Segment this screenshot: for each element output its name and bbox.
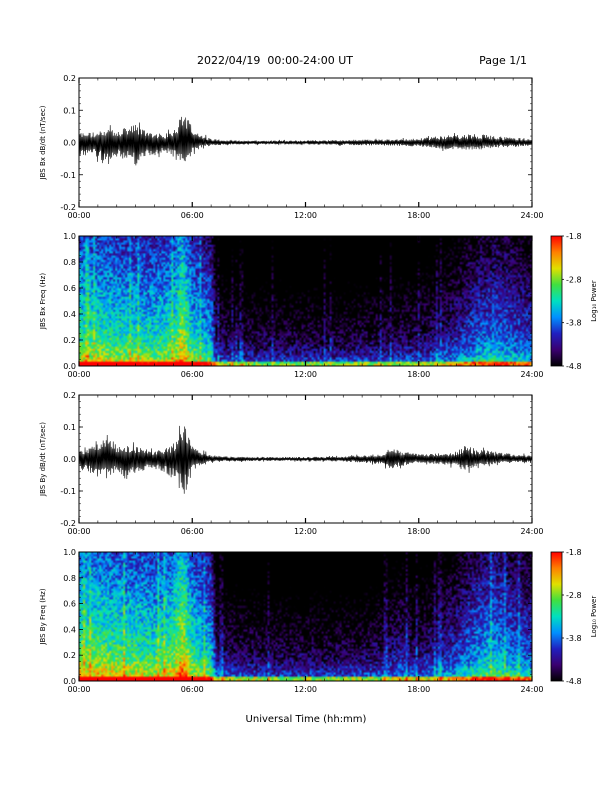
spectrogram-image	[79, 552, 532, 681]
colorbar-tick-label: -2.8	[566, 275, 582, 284]
x-tick-label: 18:00	[407, 685, 430, 694]
y-axis-label: JBS By dB/dt (nT/sec)	[39, 422, 47, 497]
y-axis-label: JBS Bx dB/dt (nT/sec)	[39, 105, 47, 180]
y-tick-label: -0.1	[60, 487, 76, 496]
y-tick-label: -0.2	[60, 203, 76, 212]
colorbar-tick-label: -3.8	[566, 634, 582, 643]
colorbar-label: Log₁₀ Power	[590, 280, 598, 322]
x-tick-label: 12:00	[294, 211, 317, 220]
colorbar	[550, 551, 563, 682]
y-tick-label: 0.2	[63, 336, 76, 345]
x-axis-title: Universal Time (hh:mm)	[246, 714, 367, 725]
x-tick-label: 18:00	[407, 370, 430, 379]
x-tick-label: 12:00	[294, 685, 317, 694]
page-number: Page 1/1	[479, 54, 527, 67]
y-tick-label: 1.0	[63, 232, 76, 241]
y-tick-label: 0.8	[63, 258, 76, 267]
colorbar-tick-label: -4.8	[566, 677, 582, 686]
y-tick-label: -0.1	[60, 171, 76, 180]
y-axis-label: JBS By Freq (Hz)	[39, 588, 47, 645]
colorbar	[550, 235, 563, 367]
y-axis-label: JBS Bx Freq (Hz)	[39, 273, 47, 330]
dbdt-trace	[78, 425, 533, 494]
panel-bx-dbdt: 0.2 0.1 0.0 -0.1 -0.200:00 06:00 12:00 18:00 24:…	[39, 74, 544, 220]
x-tick-label: 00:00	[67, 370, 90, 379]
x-tick-label: 00:00	[67, 527, 90, 536]
panel-bx-freq: -1.8 -2.8 -3.8 -4.8 Log₁₀ Power 1.0 0.8 0.6 0.4 0…	[39, 232, 598, 379]
x-tick-label: 06:00	[181, 211, 204, 220]
y-tick-label: -0.2	[60, 519, 76, 528]
y-tick-label: 0.4	[63, 625, 76, 634]
x-tick-label: 06:00	[181, 370, 204, 379]
y-tick-label: 0.0	[63, 362, 76, 371]
y-tick-label: 0.8	[63, 574, 76, 583]
colorbar-tick-label: -1.8	[566, 232, 582, 241]
x-tick-label: 12:00	[294, 370, 317, 379]
colorbar-tick-label: -3.8	[566, 319, 582, 328]
x-tick-label: 24:00	[520, 370, 543, 379]
panel-by-dbdt: 0.2 0.1 0.0 -0.1 -0.200:00 06:00 12:00 18:00 24:…	[39, 391, 544, 536]
x-tick-label: 06:00	[181, 527, 204, 536]
x-tick-label: 12:00	[294, 527, 317, 536]
x-tick-label: 06:00	[181, 685, 204, 694]
y-tick-label: 0.0	[63, 677, 76, 686]
y-tick-label: 0.6	[63, 600, 76, 609]
dbdt-trace	[78, 116, 533, 166]
colorbar-tick-label: -1.8	[566, 548, 582, 557]
x-tick-label: 00:00	[67, 685, 90, 694]
y-tick-label: 0.0	[63, 139, 76, 148]
y-tick-label: 0.4	[63, 310, 76, 319]
y-tick-label: 0.1	[63, 423, 76, 432]
date-range-header: 2022/04/19 00:00-24:00 UT	[197, 54, 353, 67]
y-tick-label: 0.2	[63, 74, 76, 83]
colorbar-tick-label: -4.8	[566, 362, 582, 371]
spectrogram-image	[79, 236, 532, 366]
x-tick-label: 24:00	[520, 211, 543, 220]
y-tick-label: 0.2	[63, 651, 76, 660]
panel-by-freq: -1.8 -2.8 -3.8 -4.8 Log₁₀ Power 1.0 0.8 0.6 0.4 0…	[39, 548, 598, 694]
y-tick-label: 1.0	[63, 548, 76, 557]
colorbar-label: Log₁₀ Power	[590, 596, 598, 638]
x-tick-label: 24:00	[520, 685, 543, 694]
y-tick-label: 0.2	[63, 391, 76, 400]
y-tick-label: 0.1	[63, 106, 76, 115]
x-tick-label: 24:00	[520, 527, 543, 536]
panels-group: 0.20.10.0-0.1-0.200:00 06:00 12:00 18:00 24:…	[39, 74, 598, 694]
x-tick-label: 18:00	[407, 211, 430, 220]
y-tick-label: 0.6	[63, 284, 76, 293]
y-tick-label: 0.0	[63, 455, 76, 464]
colorbar-tick-label: -2.8	[566, 591, 582, 600]
x-tick-label: 00:00	[67, 211, 90, 220]
x-tick-label: 18:00	[407, 527, 430, 536]
